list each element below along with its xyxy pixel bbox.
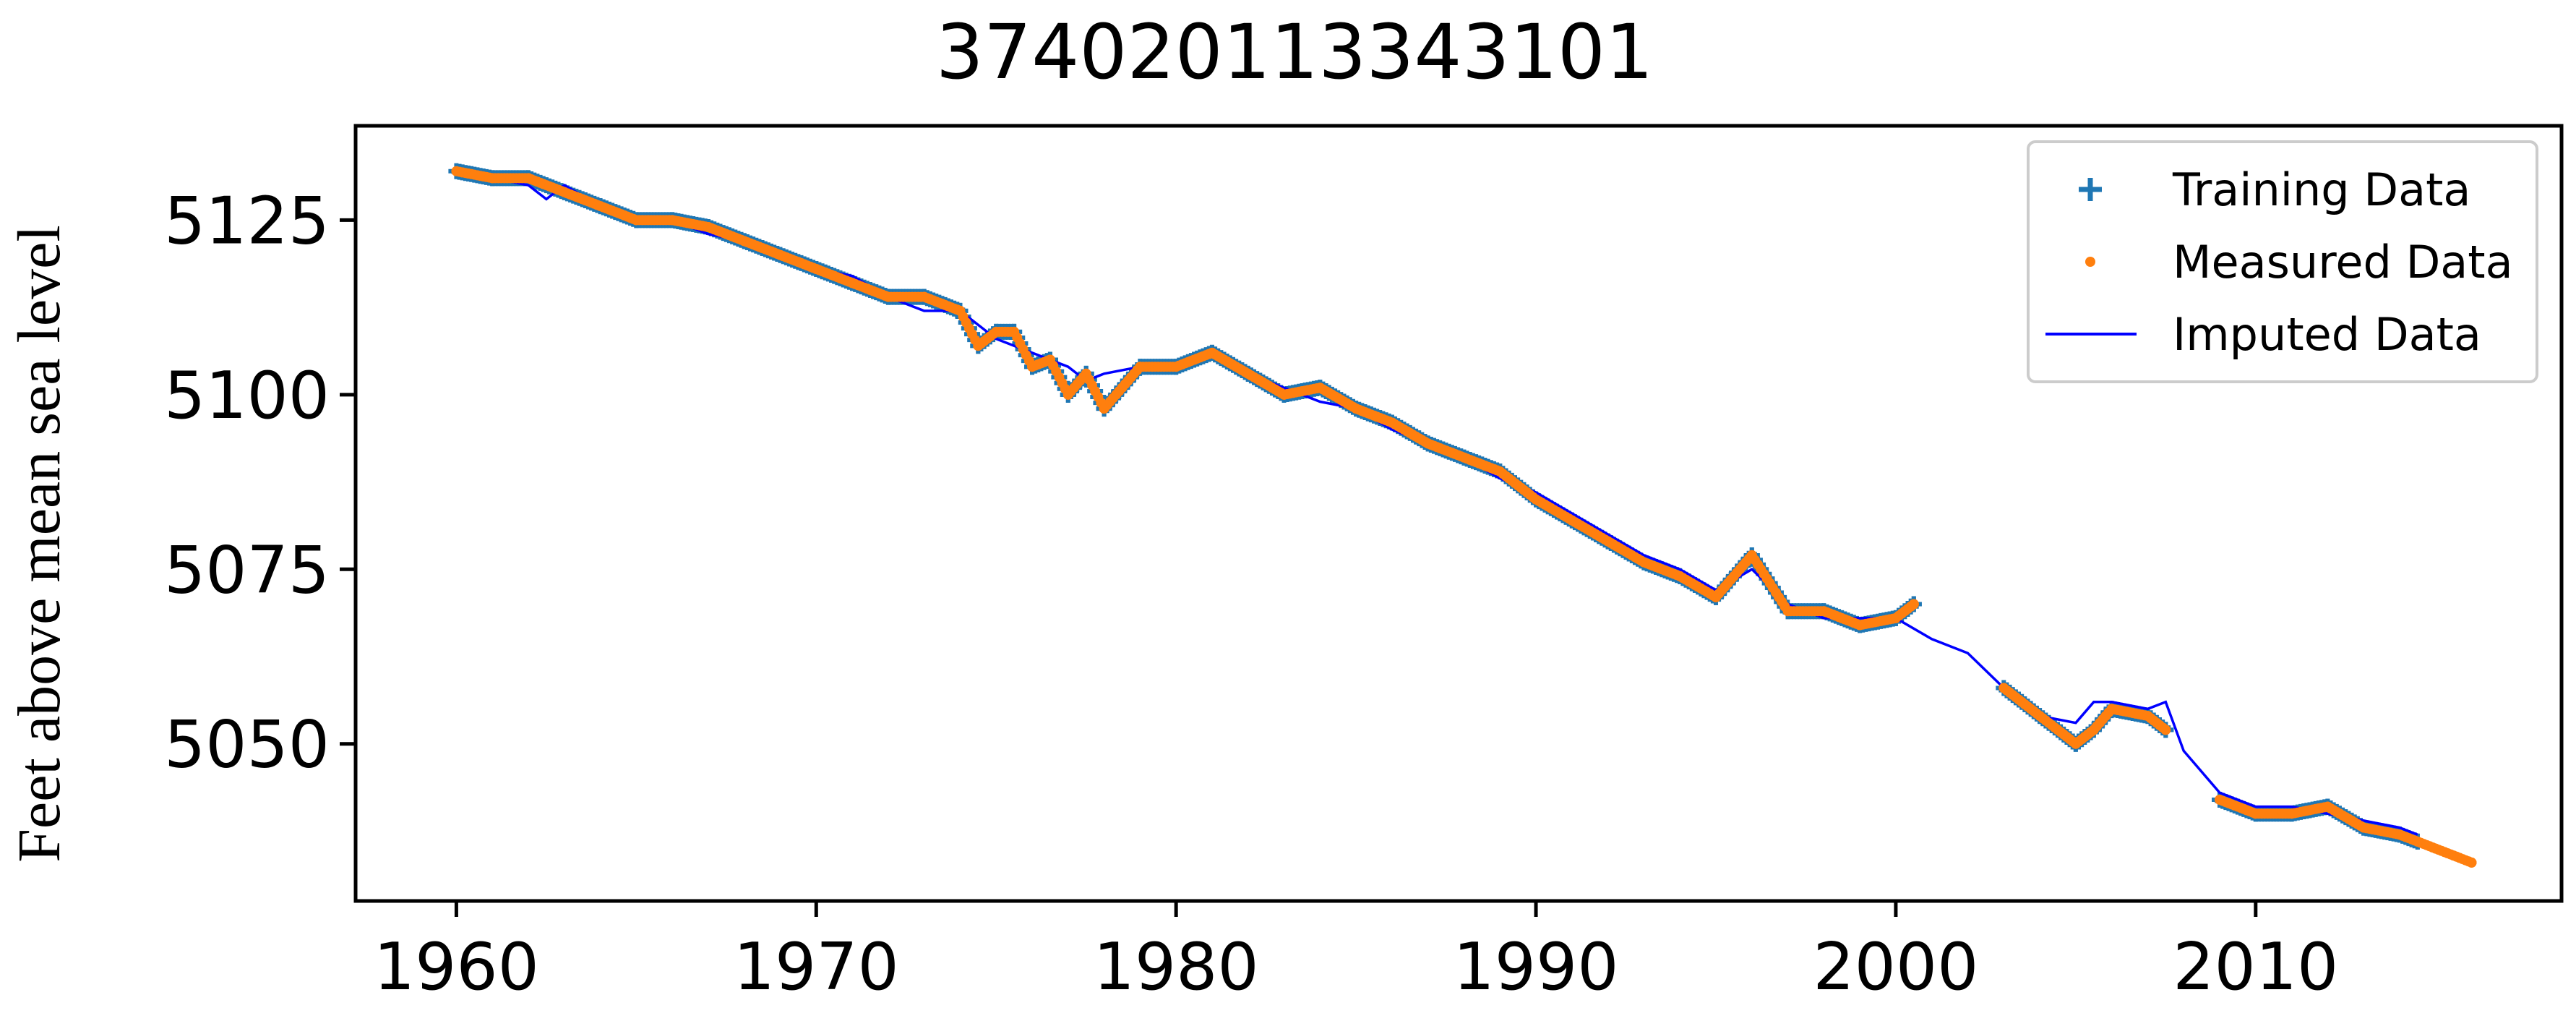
y-tick-label: 5100 — [164, 358, 330, 434]
y-tick-label: 5125 — [164, 183, 330, 259]
plot-frame — [353, 124, 2564, 903]
x-tick-label: 1960 — [374, 929, 539, 1005]
legend-training-marker — [2079, 178, 2102, 201]
y-axis-label: Feet above mean sea level — [6, 225, 73, 863]
measured-data-point — [2160, 725, 2171, 735]
legend-measured-label: Measured Data — [2173, 236, 2513, 289]
y-axis: 5050 5075 5100 5125 — [164, 183, 356, 783]
measured-data-point — [2466, 857, 2477, 868]
legend: Training Data Measured Data Imputed Data — [2027, 140, 2538, 383]
legend-measured-marker — [2085, 257, 2095, 267]
x-tick-label: 1980 — [1094, 929, 1259, 1005]
y-tick-label: 5050 — [164, 707, 330, 783]
x-tick-label: 2000 — [1813, 929, 1978, 1005]
x-axis: 1960 1970 1980 1990 2000 2010 — [374, 901, 2338, 1005]
legend-imputed-label: Imputed Data — [2173, 308, 2481, 361]
legend-training-label: Training Data — [2172, 163, 2470, 216]
chart-title: 374020113343101 — [936, 8, 1654, 96]
legend-frame — [2027, 140, 2538, 383]
measured-data-point — [1908, 599, 1919, 610]
y-tick-label: 5075 — [164, 532, 330, 608]
x-tick-label: 2010 — [2173, 929, 2338, 1005]
x-tick-label: 1990 — [1454, 929, 1619, 1005]
x-tick-label: 1970 — [734, 929, 899, 1005]
plot-marks — [448, 163, 2477, 868]
